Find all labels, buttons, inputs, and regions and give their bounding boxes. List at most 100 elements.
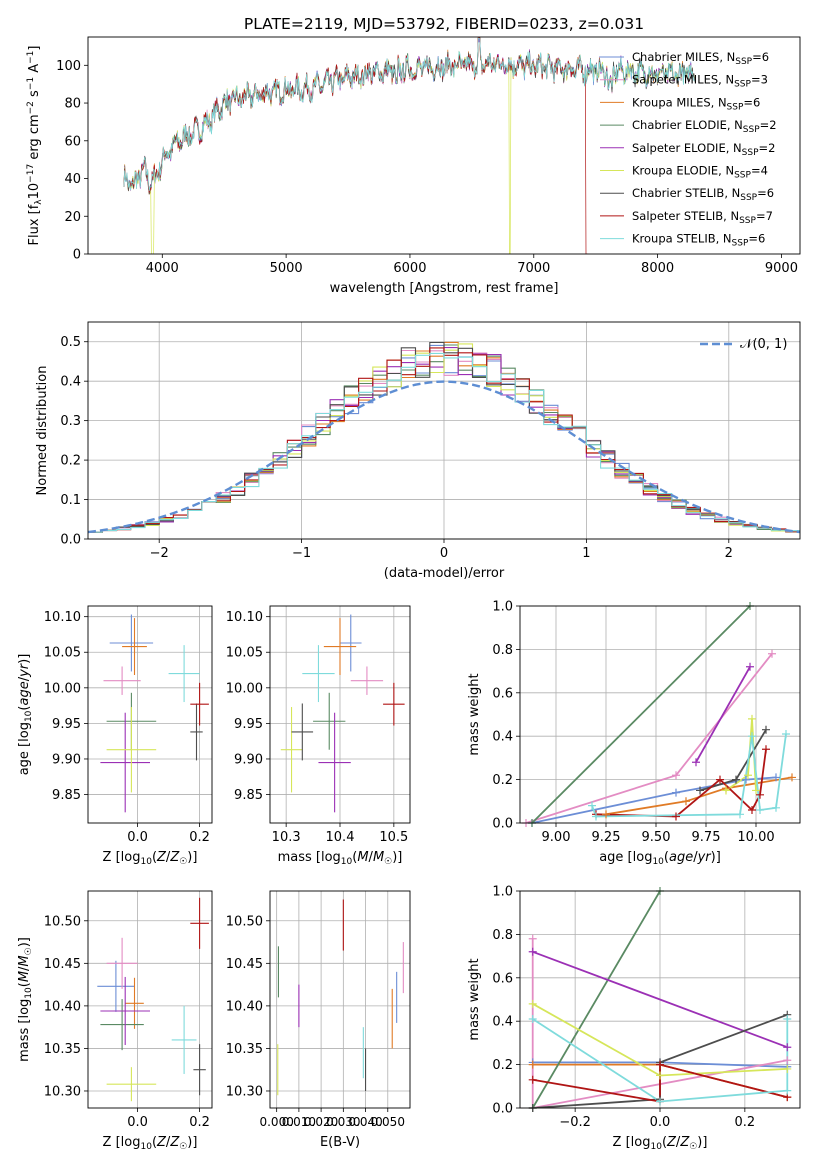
marker-salpeter-stelib <box>528 1075 537 1084</box>
y-tick-label: 0.6 <box>492 686 513 701</box>
x-tick-label: −0.2 <box>559 1115 591 1130</box>
legend-label-salpeter-stelib: Salpeter STELIB, NSSP=7 <box>632 209 773 226</box>
y-tick-label: 0.5 <box>60 335 81 350</box>
plot-area <box>277 899 404 1096</box>
axes-frame <box>269 890 411 1109</box>
axes-frame <box>87 890 213 1109</box>
marker-salpeter-miles <box>672 771 680 780</box>
x-axis-label: age [log10(age/yr)] <box>599 850 721 867</box>
y-tick-label: 10.45 <box>226 957 263 972</box>
marker-salpeter-stelib <box>656 1060 664 1069</box>
legend: Chabrier MILES, NSSP=6 Salpeter MILES, NS… <box>600 50 777 249</box>
gaussian-curve <box>88 380 800 534</box>
y-tick-label: 0.2 <box>492 1058 513 1073</box>
x-axis-label: E(B-V) <box>320 1135 360 1150</box>
plot-area <box>280 614 405 813</box>
histogram-kroupa-stelib <box>88 352 800 533</box>
marker-kroupa-stelib <box>588 801 596 810</box>
mass-weight-vs-metallicity-panel: −0.2 0.0 0.2 0.0 0.2 0.4 0.6 0.8 1.0 Z [log10(Z/Z… <box>467 885 801 1152</box>
marker-kroupa-elodie <box>744 771 752 780</box>
y-tick-label: 0.4 <box>60 375 81 390</box>
y-axis-label: Flux [fλ10−17 erg cm−2 s−1 A−1] <box>26 46 44 246</box>
y-tick-label: 10.00 <box>226 681 263 696</box>
y-tick-label: 0.8 <box>492 928 513 943</box>
x-tick-label: 0.0 <box>650 1115 671 1130</box>
y-tick-label: 10.10 <box>226 610 263 625</box>
marker-salpeter-stelib <box>756 790 764 799</box>
x-axis-label: mass [log10(M/M☉)] <box>278 850 403 867</box>
marker-kroupa-miles <box>528 1060 537 1069</box>
y-tick-label: 10.05 <box>44 646 81 661</box>
legend-label-salpeter-elodie: Salpeter ELODIE, NSSP=2 <box>632 141 775 158</box>
y-tick-label: 0.2 <box>492 773 513 788</box>
x-tick-label: 4000 <box>146 261 179 276</box>
y-tick-label: 0.4 <box>492 1015 513 1030</box>
x-tick-label: 0.2 <box>735 1115 756 1130</box>
x-tick-label: 5000 <box>270 261 303 276</box>
x-tick-label: 8000 <box>641 261 674 276</box>
chart-title: PLATE=2119, MJD=53792, FIBERID=0233, z=0… <box>244 15 644 33</box>
marker-kroupa-miles <box>602 810 610 819</box>
marker-kroupa-elodie <box>748 714 756 723</box>
marker-salpeter-stelib <box>762 745 770 754</box>
y-tick-label: 0.0 <box>492 1102 513 1117</box>
y-tick-label: 10.35 <box>44 1042 81 1057</box>
y-tick-label: 9.85 <box>52 788 81 803</box>
x-tick-label: 9.50 <box>642 830 671 845</box>
y-tick-label: 9.85 <box>234 788 263 803</box>
age-vs-mass-panel: 10.3 10.4 10.5 9.85 9.90 9.95 10.00 10.05 10.10 m… <box>226 605 411 867</box>
mass-vs-metallicity-panel: 0.0 0.2 10.30 10.35 10.40 10.45 10.50 Z [log10(… <box>17 890 213 1152</box>
x-tick-label: 7000 <box>517 261 550 276</box>
x-tick-label: 0.2 <box>189 1115 210 1130</box>
x-tick-label: 0.0 <box>127 830 148 845</box>
legend-label-chabrier-elodie: Chabrier ELODIE, NSSP=2 <box>632 118 777 135</box>
x-tick-label: 9.75 <box>692 830 721 845</box>
marker-salpeter-miles <box>528 934 537 943</box>
y-tick-label: 9.95 <box>52 717 81 732</box>
y-tick-label: 9.90 <box>52 752 81 767</box>
line-salpeter-stelib <box>532 1063 788 1103</box>
axes-frame <box>519 605 801 824</box>
marker-chabrier-miles <box>772 773 780 782</box>
marker-kroupa-elodie <box>656 1071 664 1080</box>
axes-frame <box>87 321 801 540</box>
y-tick-label: 0.3 <box>60 414 81 429</box>
y-tick-label: 0.0 <box>492 817 513 832</box>
x-tick-label: 0.020 <box>304 1115 338 1129</box>
x-tick-label: 10.5 <box>379 830 408 845</box>
x-tick-label: 9.25 <box>592 830 621 845</box>
y-tick-label: 10.40 <box>226 999 263 1014</box>
y-tick-label: 10.40 <box>44 999 81 1014</box>
y-tick-label: 40 <box>64 172 81 187</box>
marker-kroupa-stelib <box>783 1086 792 1095</box>
residual-histogram-panel: −2 −1 0 1 2 0.0 0.1 0.2 0.3 0.4 0.5 (data-model)/er… <box>35 321 801 581</box>
marker-kroupa-stelib <box>656 1097 664 1106</box>
x-tick-label: 10.4 <box>326 830 355 845</box>
marker-salpeter-stelib <box>748 805 756 814</box>
y-axis-label: mass weight <box>467 673 482 755</box>
y-tick-label: 0.6 <box>492 971 513 986</box>
marker-chabrier-miles <box>742 775 750 784</box>
x-tick-label: −1 <box>292 546 311 561</box>
marker-salpeter-miles <box>768 649 776 658</box>
y-tick-label: 1.0 <box>492 885 513 900</box>
y-tick-label: 10.05 <box>226 646 263 661</box>
x-axis-label: wavelength [Angstrom, rest frame] <box>330 281 559 296</box>
legend-label-kroupa-stelib: Kroupa STELIB, NSSP=6 <box>632 232 765 249</box>
legend-label-kroupa-elodie: Kroupa ELODIE, NSSP=4 <box>632 164 768 181</box>
marker-kroupa-elodie <box>528 999 537 1008</box>
line-chabrier-elodie <box>531 891 661 1108</box>
line-salpeter-elodie <box>695 666 751 763</box>
marker-kroupa-miles <box>682 797 690 806</box>
x-tick-label: 0.000 <box>259 1115 293 1129</box>
line-chabrier-elodie <box>531 606 751 823</box>
x-tick-label: 0.2 <box>189 830 210 845</box>
legend-label-chabrier-miles: Chabrier MILES, NSSP=6 <box>632 50 769 67</box>
y-axis-label: Normed distribution <box>35 366 50 496</box>
marker-kroupa-elodie <box>722 786 730 795</box>
line-kroupa-miles <box>605 776 793 816</box>
y-tick-label: 80 <box>64 97 81 112</box>
spectrum-panel: 4000 5000 6000 7000 8000 9000 0 20 40 60 80 100 PLAT… <box>26 15 801 296</box>
